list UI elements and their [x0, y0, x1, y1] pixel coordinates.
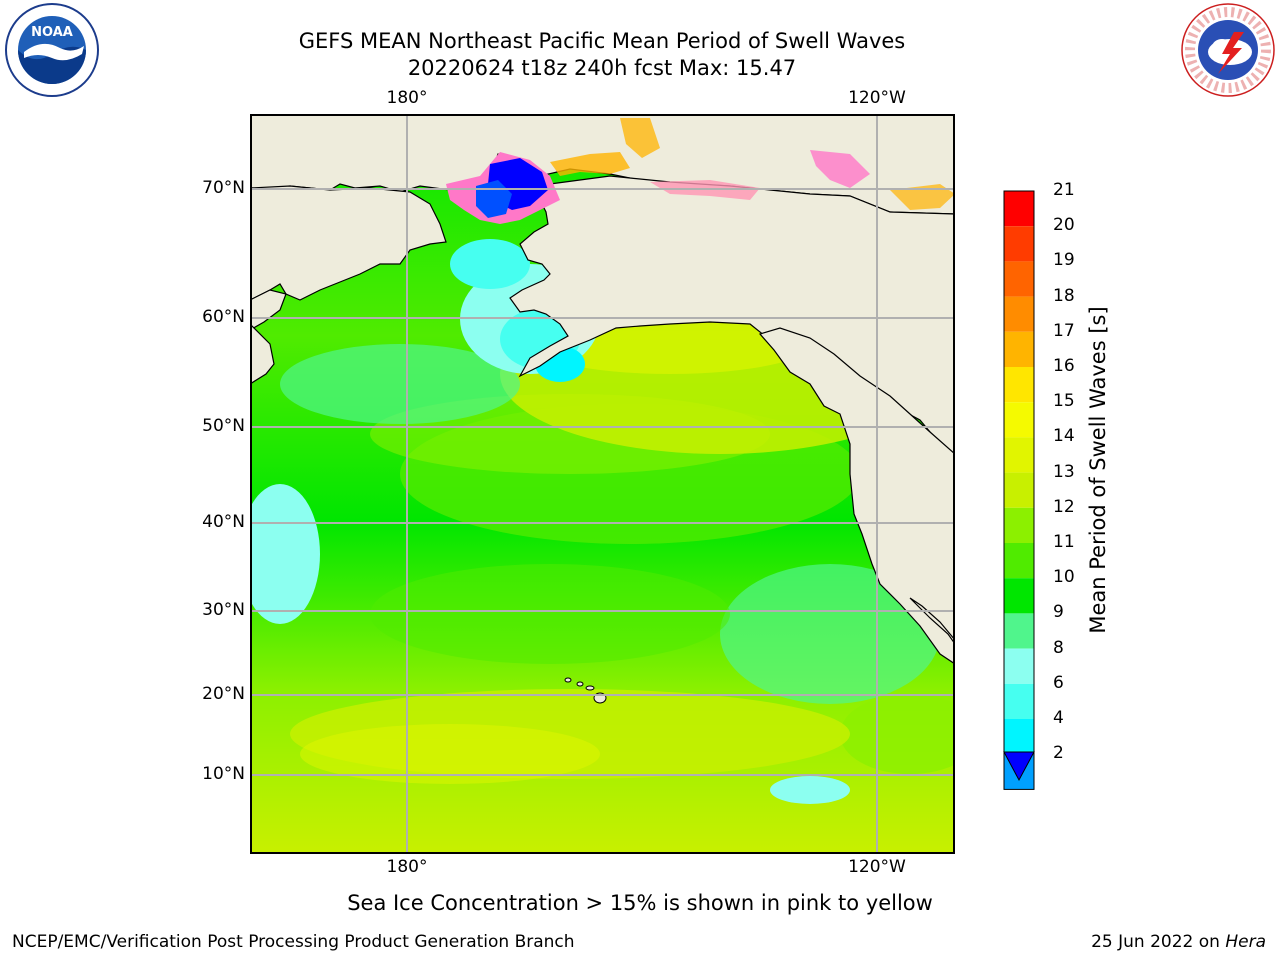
colorbar-swatch [1004, 578, 1034, 614]
colorbar-tick-label: 18 [1053, 285, 1075, 306]
colorbar-label: Mean Period of Swell Waves [s] [1086, 306, 1110, 634]
lat-label-50n: 50°N [202, 416, 245, 436]
noaa-logo: NOAA [2, 2, 102, 102]
colorbar-swatch [1004, 543, 1034, 579]
colorbar-swatch [1004, 613, 1034, 649]
lat-label-40n: 40°N [202, 512, 245, 532]
colorbar-tick-label: 14 [1053, 426, 1075, 447]
lon-label-top-180: 180° [386, 88, 428, 108]
lat-label-20n: 20°N [202, 684, 245, 704]
footer-credit: NCEP/EMC/Verification Post Processing Pr… [12, 932, 575, 952]
colorbar [1003, 190, 1035, 790]
colorbar-tick-label: 2 [1053, 743, 1064, 764]
colorbar-swatch [1004, 437, 1034, 473]
colorbar-extend-arrow [1003, 751, 1035, 782]
lat-label-10n: 10°N [202, 764, 245, 784]
colorbar-tick-label: 4 [1053, 708, 1064, 728]
colorbar-tick-label: 15 [1053, 391, 1075, 412]
colorbar-swatch [1004, 472, 1034, 508]
colorbar-swatch [1004, 367, 1034, 403]
colorbar-tick-label: 16 [1053, 356, 1075, 376]
noaa-wordmark: NOAA [31, 25, 73, 40]
footer-date: 25 Jun 2022 on Hera [1091, 932, 1266, 952]
colorbar-tick-label: 8 [1053, 637, 1064, 658]
colorbar-tick-label: 19 [1053, 250, 1075, 271]
colorbar-swatch [1004, 719, 1034, 755]
nws-logo [1178, 2, 1278, 102]
colorbar-tick-label: 21 [1053, 180, 1075, 200]
colorbar-tick-label: 6 [1053, 672, 1064, 693]
footer-date-text: 25 Jun 2022 on [1091, 932, 1226, 952]
lat-label-60n: 60°N [202, 307, 245, 327]
colorbar-swatch [1004, 683, 1034, 719]
colorbar-tick-label: 12 [1053, 496, 1075, 517]
colorbar-swatch [1004, 261, 1034, 297]
lat-label-70n: 70°N [202, 178, 245, 198]
swell-period-map [250, 114, 955, 854]
colorbar-tick-label: 9 [1053, 602, 1064, 623]
lon-label-bottom-120w: 120°W [848, 857, 906, 877]
colorbar-swatch [1004, 226, 1034, 262]
lat-label-30n: 30°N [202, 600, 245, 620]
colorbar-swatch [1004, 296, 1034, 332]
graticule [250, 114, 955, 854]
colorbar-tick-label: 17 [1053, 320, 1075, 341]
map-title: GEFS MEAN Northeast Pacific Mean Period … [298, 29, 906, 53]
colorbar-tick-label: 13 [1053, 461, 1075, 482]
colorbar-swatch [1004, 331, 1034, 367]
colorbar-swatch [1004, 648, 1034, 684]
colorbar-swatch [1004, 507, 1034, 543]
lon-label-bottom-180: 180° [386, 857, 428, 877]
lon-label-top-120w: 120°W [848, 88, 906, 108]
colorbar-swatch [1004, 191, 1034, 227]
colorbar-tick-label: 20 [1053, 215, 1075, 236]
sea-ice-note: Sea Ice Concentration > 15% is shown in … [347, 891, 933, 915]
colorbar-frame [1003, 190, 1035, 790]
map-subtitle: 20220624 t18z 240h fcst Max: 15.47 [407, 56, 797, 80]
colorbar-tick-label: 10 [1053, 567, 1075, 588]
colorbar-swatch [1004, 402, 1034, 438]
map-frame [250, 114, 955, 854]
footer-host: Hera [1225, 932, 1266, 952]
colorbar-tick-label: 11 [1053, 532, 1075, 552]
